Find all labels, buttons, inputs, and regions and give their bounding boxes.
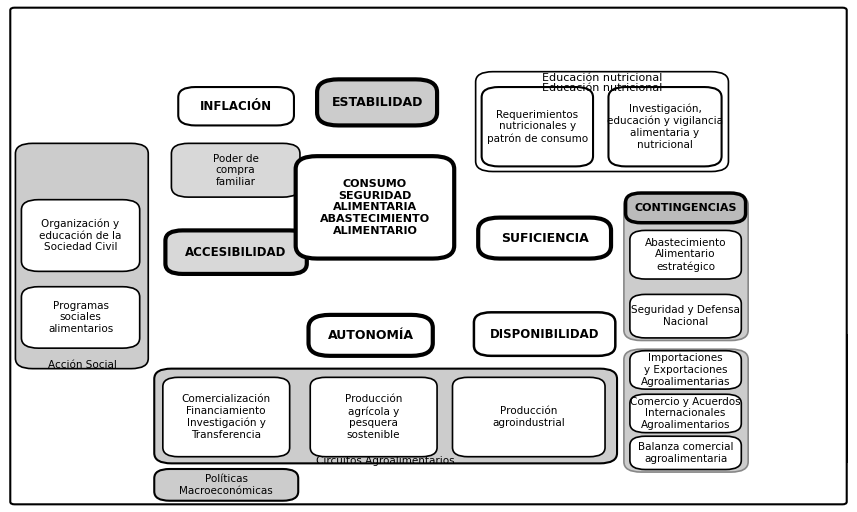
Text: Balanza comercial
agroalimentaria: Balanza comercial agroalimentaria: [638, 442, 734, 464]
Text: Acción Social: Acción Social: [48, 359, 117, 370]
Text: CONTINGENCIAS: CONTINGENCIAS: [634, 203, 737, 213]
Text: ESTABILIDAD: ESTABILIDAD: [332, 96, 423, 109]
FancyBboxPatch shape: [630, 294, 741, 338]
FancyBboxPatch shape: [478, 218, 611, 259]
Text: ACCESIBILIDAD: ACCESIBILIDAD: [185, 246, 287, 259]
Text: INFLACIÓN: INFLACIÓN: [200, 100, 273, 113]
FancyBboxPatch shape: [21, 287, 140, 348]
FancyBboxPatch shape: [178, 87, 294, 125]
FancyBboxPatch shape: [482, 87, 593, 166]
FancyBboxPatch shape: [165, 230, 307, 274]
FancyBboxPatch shape: [630, 351, 741, 389]
Text: AUTONOMÍA: AUTONOMÍA: [327, 329, 414, 342]
FancyBboxPatch shape: [608, 87, 722, 166]
FancyBboxPatch shape: [630, 230, 741, 279]
Text: Poder de
compra
familiar: Poder de compra familiar: [213, 154, 259, 187]
Text: Comercio y Acuerdos
Internacionales
Agroalimentarios: Comercio y Acuerdos Internacionales Agro…: [630, 397, 741, 430]
FancyBboxPatch shape: [630, 436, 741, 470]
Text: Seguridad y Defensa
Nacional: Seguridad y Defensa Nacional: [631, 305, 740, 327]
FancyBboxPatch shape: [163, 377, 290, 457]
FancyBboxPatch shape: [452, 377, 605, 457]
FancyBboxPatch shape: [21, 200, 140, 271]
FancyBboxPatch shape: [630, 394, 741, 433]
Text: Producción
agroindustrial: Producción agroindustrial: [493, 406, 565, 428]
Text: Educación nutricional: Educación nutricional: [542, 83, 662, 93]
Text: Producción
agrícola y
pesquera
sostenible: Producción agrícola y pesquera sostenibl…: [345, 394, 402, 440]
FancyBboxPatch shape: [310, 377, 437, 457]
FancyBboxPatch shape: [476, 72, 728, 172]
Text: DISPONIBILIDAD: DISPONIBILIDAD: [490, 328, 599, 340]
Text: Políticas
Macroeconómicas: Políticas Macroeconómicas: [179, 474, 273, 496]
Text: Educación nutricional: Educación nutricional: [542, 73, 662, 83]
FancyBboxPatch shape: [296, 156, 454, 259]
FancyBboxPatch shape: [154, 369, 617, 463]
FancyBboxPatch shape: [624, 195, 748, 340]
FancyBboxPatch shape: [10, 8, 847, 504]
FancyBboxPatch shape: [317, 79, 437, 125]
FancyBboxPatch shape: [624, 349, 748, 472]
Text: Requerimientos
nutricionales y
patrón de consumo: Requerimientos nutricionales y patrón de…: [487, 110, 588, 144]
Text: Investigación,
educación y vigilancia
alimentaria y
nutricional: Investigación, educación y vigilancia al…: [607, 104, 723, 150]
Text: Programas
sociales
alimentarios: Programas sociales alimentarios: [48, 301, 113, 334]
FancyBboxPatch shape: [309, 315, 433, 356]
FancyBboxPatch shape: [15, 143, 148, 369]
Text: Abastecimiento
Alimentario
estratégico: Abastecimiento Alimentario estratégico: [644, 238, 727, 272]
FancyBboxPatch shape: [474, 312, 615, 356]
Text: CONSUMO
SEGURIDAD
ALIMENTARIA
ABASTECIMIENTO
ALIMENTARIO: CONSUMO SEGURIDAD ALIMENTARIA ABASTECIMI…: [320, 179, 430, 236]
Text: Importaciones
y Exportaciones
Agroalimentarias: Importaciones y Exportaciones Agroalimen…: [641, 353, 730, 387]
Text: Comercialización
Financiamiento
Investigación y
Transferencia: Comercialización Financiamiento Investig…: [182, 394, 271, 440]
Text: Circuitos Agroalimentarios: Circuitos Agroalimentarios: [316, 456, 455, 466]
Text: SUFICIENCIA: SUFICIENCIA: [500, 231, 589, 245]
Text: Organización y
educación de la
Sociedad Civil: Organización y educación de la Sociedad …: [39, 219, 122, 252]
FancyBboxPatch shape: [154, 469, 298, 501]
FancyBboxPatch shape: [171, 143, 300, 197]
FancyBboxPatch shape: [626, 193, 746, 223]
